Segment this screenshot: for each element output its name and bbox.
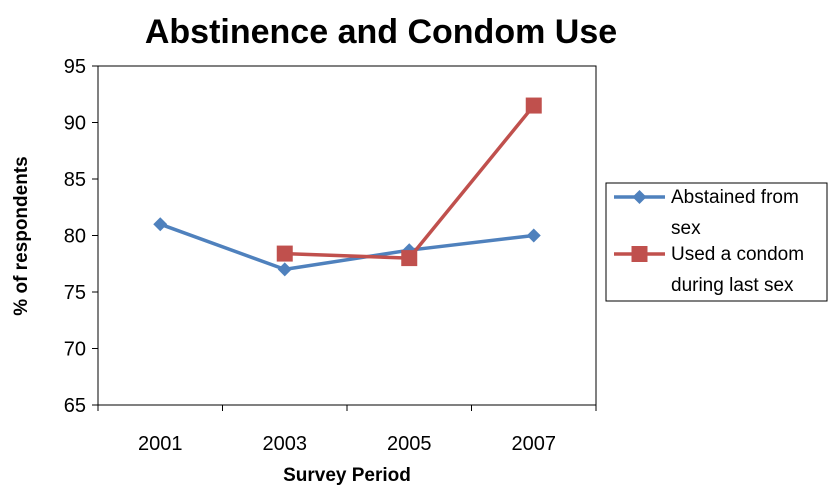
x-axis-ticks: 2001 2003 2005 2007 bbox=[97, 405, 597, 455]
series-2 bbox=[276, 97, 542, 267]
data-point bbox=[277, 262, 292, 277]
data-point bbox=[526, 228, 541, 243]
y-axis-ticks: 65 70 75 80 85 90 95 bbox=[64, 56, 98, 417]
legend-item-2: Used a condom during last sex bbox=[614, 244, 804, 296]
legend-swatch-marker bbox=[632, 190, 647, 204]
series-1 bbox=[153, 217, 541, 277]
chart-title: Abstinence and Condom Use bbox=[145, 13, 617, 51]
x-tick-label: 2003 bbox=[263, 433, 308, 455]
y-tick-label: 75 bbox=[64, 282, 86, 304]
legend-label: Used a condom bbox=[671, 244, 804, 265]
legend-label: during last sex bbox=[671, 275, 794, 296]
legend-item-1: Abstained from sex bbox=[614, 187, 799, 239]
data-point bbox=[276, 245, 293, 262]
y-tick-label: 70 bbox=[64, 339, 86, 361]
legend-box bbox=[605, 182, 828, 302]
legend: Abstained from sex Used a condom during las… bbox=[605, 182, 828, 302]
series-line bbox=[284, 104, 536, 260]
legend-swatch-marker bbox=[631, 246, 648, 262]
y-tick-label: 95 bbox=[64, 56, 86, 78]
data-point bbox=[401, 250, 418, 267]
y-tick-label: 65 bbox=[64, 395, 86, 417]
y-axis-title: % of respondents bbox=[11, 156, 32, 315]
legend-label: sex bbox=[671, 218, 701, 239]
y-tick-label: 90 bbox=[64, 113, 86, 135]
y-tick-label: 80 bbox=[64, 226, 86, 248]
x-axis-title: Survey Period bbox=[283, 465, 411, 486]
y-tick-label: 85 bbox=[64, 169, 86, 191]
x-tick-label: 2001 bbox=[138, 433, 183, 455]
series-layer bbox=[153, 97, 542, 277]
x-tick-label: 2005 bbox=[387, 433, 432, 455]
x-tick-label: 2007 bbox=[512, 433, 557, 455]
series-line bbox=[159, 222, 534, 272]
data-point bbox=[153, 217, 168, 232]
legend-label: Abstained from bbox=[671, 187, 799, 208]
data-point bbox=[525, 97, 542, 114]
